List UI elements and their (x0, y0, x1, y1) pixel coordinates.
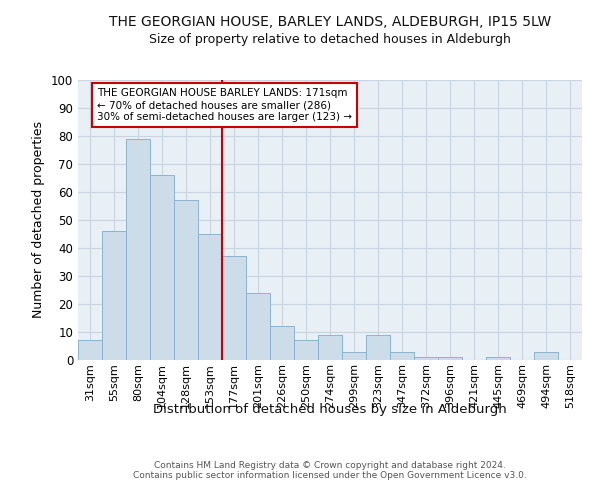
Bar (366, 335, 390, 360)
Bar (318, 335, 342, 360)
Bar (486, 357, 510, 360)
Bar (78, 340, 102, 360)
Bar (174, 200, 198, 360)
Bar (534, 352, 558, 360)
Text: Distribution of detached houses by size in Aldeburgh: Distribution of detached houses by size … (153, 402, 507, 415)
Bar (342, 352, 366, 360)
Y-axis label: Number of detached properties: Number of detached properties (32, 122, 46, 318)
Text: Size of property relative to detached houses in Aldeburgh: Size of property relative to detached ho… (149, 32, 511, 46)
Text: Contains HM Land Registry data © Crown copyright and database right 2024.
Contai: Contains HM Land Registry data © Crown c… (133, 460, 527, 480)
Bar (102, 231, 126, 360)
Bar (198, 234, 222, 360)
Bar (150, 175, 174, 360)
Bar (126, 139, 150, 360)
Bar (270, 326, 294, 360)
Bar (390, 352, 414, 360)
Bar (222, 256, 246, 360)
Bar (246, 293, 270, 360)
Bar (294, 340, 318, 360)
Text: THE GEORGIAN HOUSE, BARLEY LANDS, ALDEBURGH, IP15 5LW: THE GEORGIAN HOUSE, BARLEY LANDS, ALDEBU… (109, 15, 551, 29)
Text: THE GEORGIAN HOUSE BARLEY LANDS: 171sqm
← 70% of detached houses are smaller (28: THE GEORGIAN HOUSE BARLEY LANDS: 171sqm … (97, 88, 352, 122)
Bar (438, 357, 462, 360)
Bar (414, 357, 438, 360)
